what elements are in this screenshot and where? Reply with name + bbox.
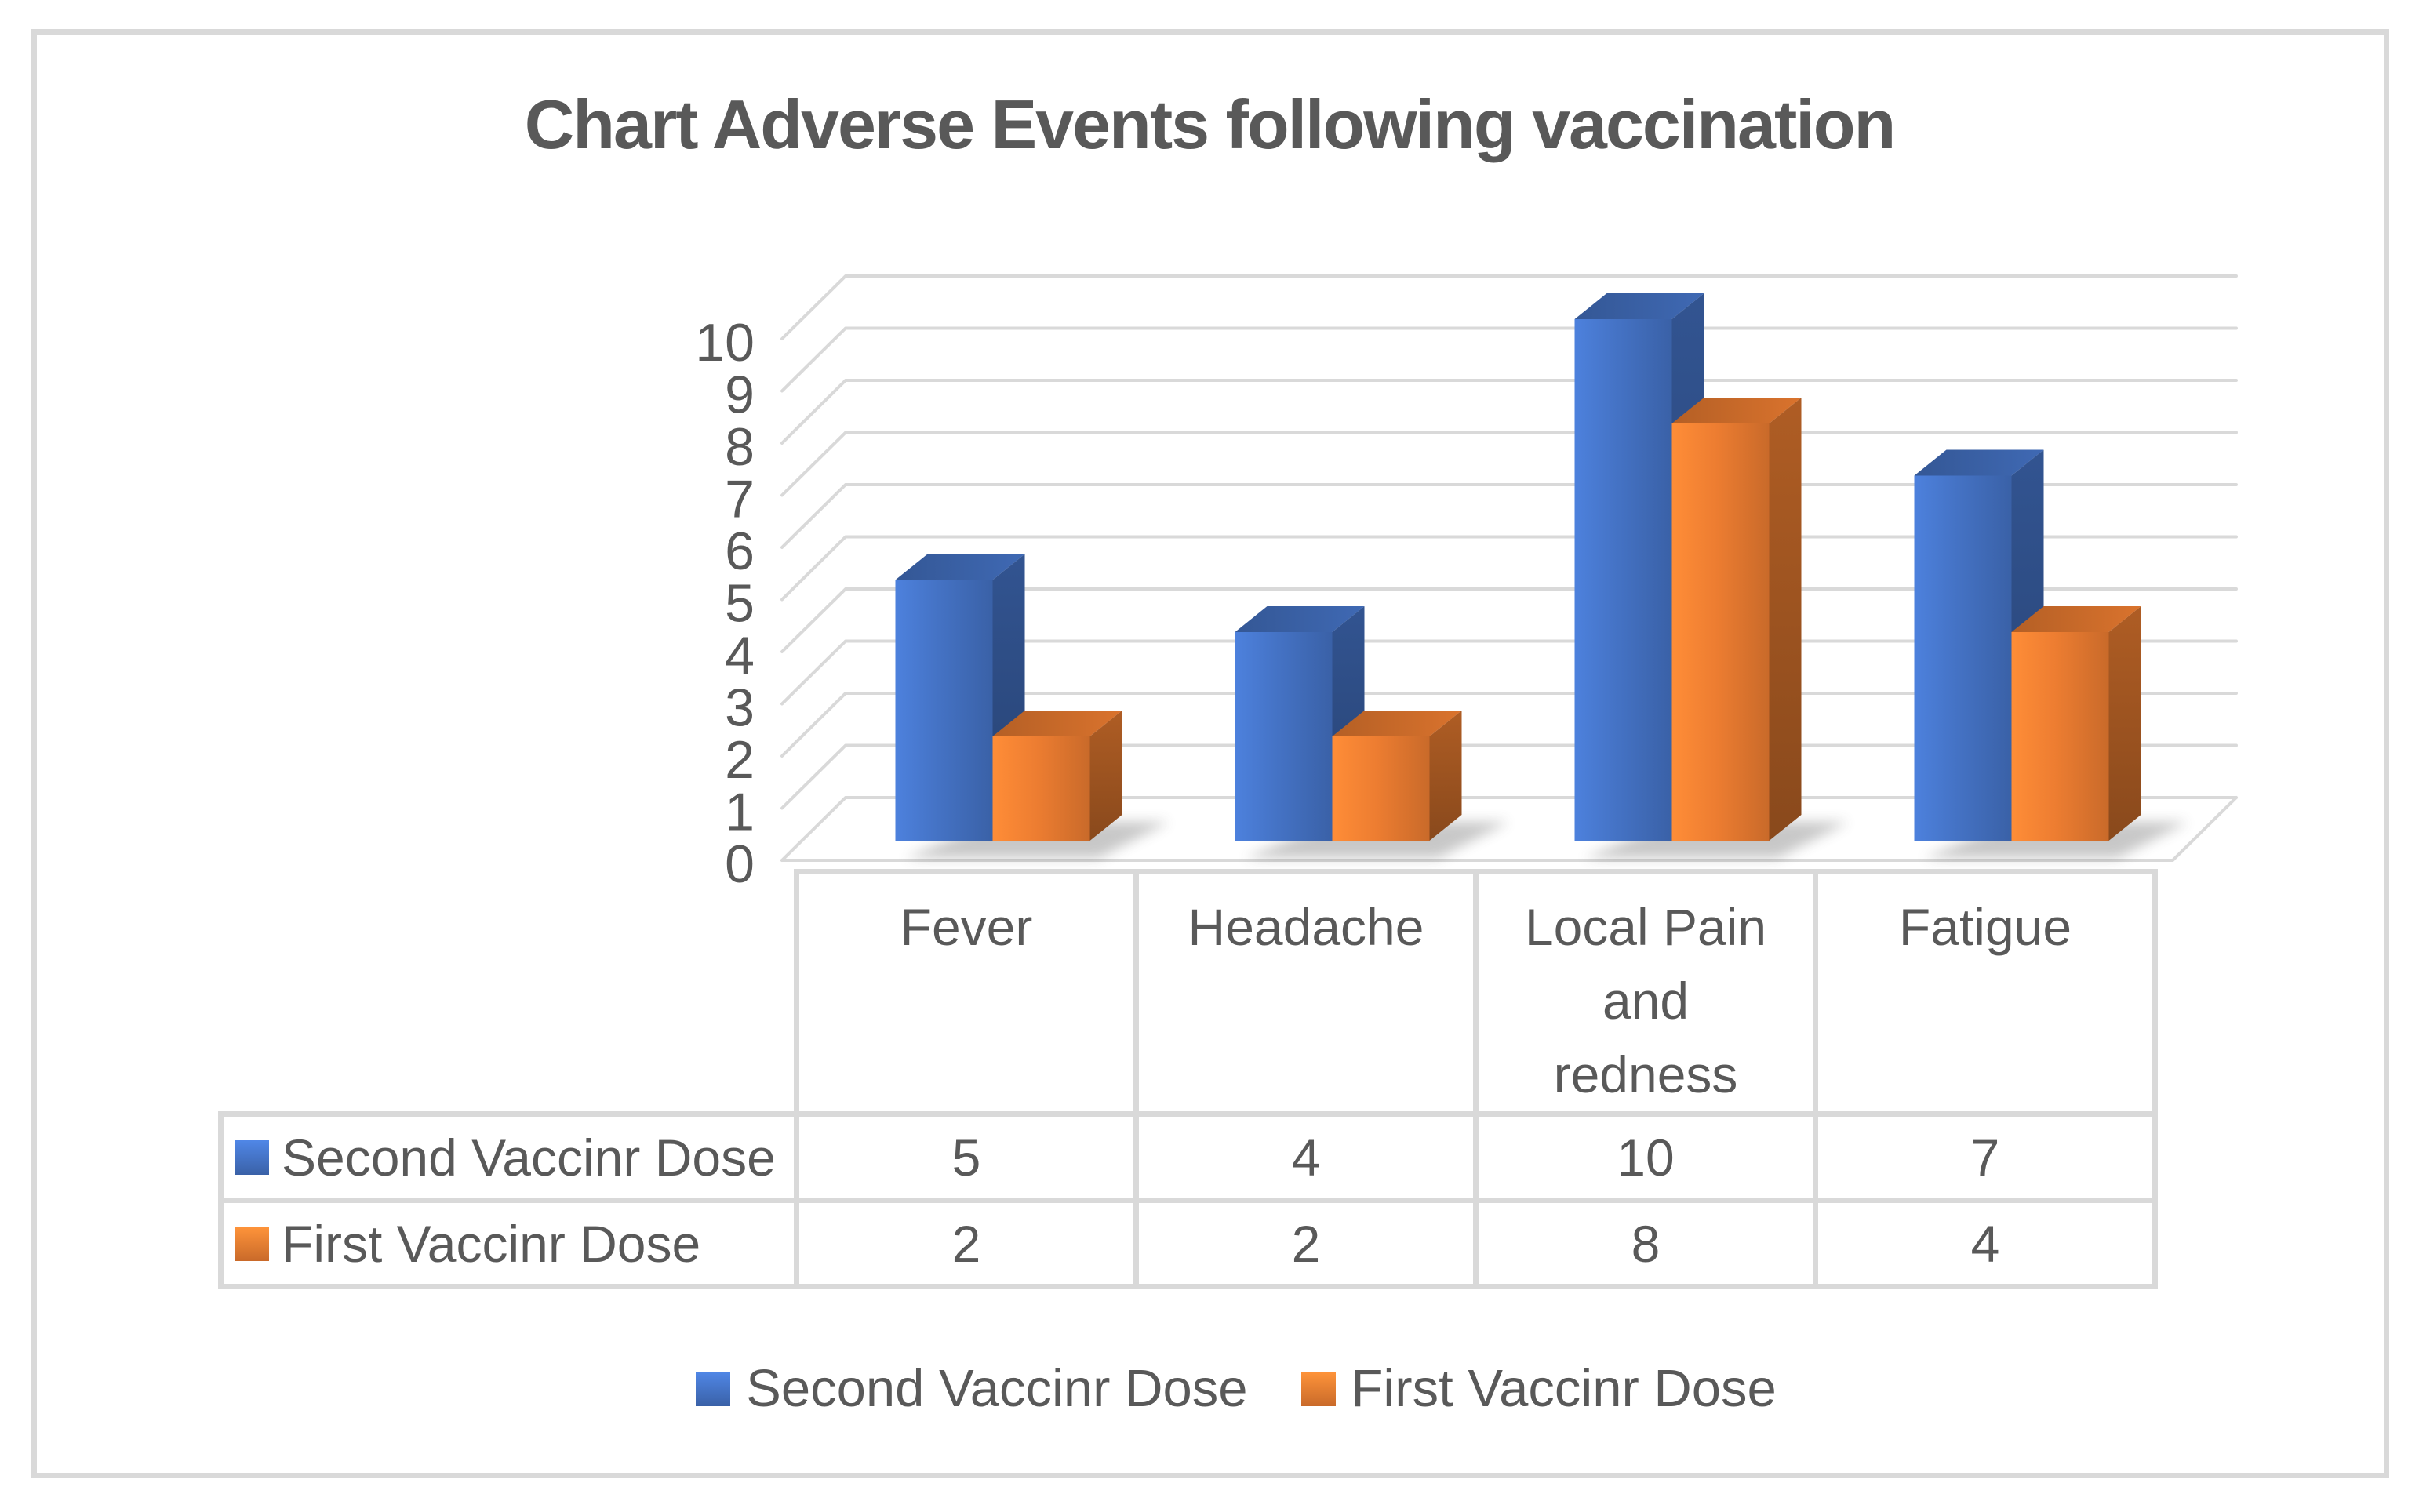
series-name-label: Second Vaccinr Dose bbox=[282, 1128, 776, 1187]
value-cell: 4 bbox=[1133, 1111, 1479, 1203]
bar-series0-cat1 bbox=[1235, 606, 1365, 841]
y-axis-tick-label: 8 bbox=[725, 417, 755, 477]
y-axis-tick-label: 7 bbox=[725, 470, 755, 529]
table-corner-cell bbox=[220, 871, 799, 1117]
legend-item-second-vaccinr-dose: Second Vaccinr Dose bbox=[696, 1358, 1248, 1419]
legend-swatch-orange bbox=[1300, 1371, 1336, 1406]
series-swatch-orange bbox=[235, 1226, 269, 1261]
bar-series1-cat2 bbox=[1671, 398, 1802, 841]
series-row-second-vaccinr-dose: Second Vaccinr Dose 5 4 10 7 bbox=[218, 1111, 2158, 1203]
category-header-fever: Fever bbox=[794, 869, 1139, 1117]
value-cell: 4 bbox=[1813, 1198, 2158, 1289]
series-label-cell: First Vaccinr Dose bbox=[218, 1198, 799, 1289]
series-swatch-blue bbox=[235, 1139, 269, 1175]
y-axis-tick-label: 2 bbox=[725, 730, 755, 790]
y-axis-tick-label: 9 bbox=[725, 365, 755, 425]
legend-item-first-vaccinr-dose: First Vaccinr Dose bbox=[1300, 1358, 1777, 1419]
data-table: Fever Headache Local Pain and redness Fa… bbox=[218, 869, 2158, 1289]
value-cell: 2 bbox=[794, 1198, 1139, 1289]
category-header-row: Fever Headache Local Pain and redness Fa… bbox=[220, 869, 2158, 1117]
bar-series1-cat1 bbox=[1332, 711, 1462, 841]
legend-swatch-blue bbox=[696, 1371, 731, 1406]
plot-floor-edge bbox=[780, 796, 2238, 862]
value-cell: 5 bbox=[794, 1111, 1139, 1203]
value-cell: 10 bbox=[1473, 1111, 1818, 1203]
series-name-label: First Vaccinr Dose bbox=[282, 1214, 701, 1273]
value-cell: 2 bbox=[1133, 1198, 1479, 1289]
y-axis-tick-label: 10 bbox=[695, 313, 755, 373]
category-header-fatigue: Fatigue bbox=[1813, 869, 2158, 1117]
category-header-headache: Headache bbox=[1133, 869, 1479, 1117]
bar-series1-cat3 bbox=[2011, 606, 2141, 841]
bar-series1-cat0 bbox=[992, 711, 1122, 841]
y-axis-tick-label: 4 bbox=[725, 626, 755, 685]
y-axis-tick-label: 5 bbox=[725, 574, 755, 634]
value-cell: 8 bbox=[1473, 1198, 1818, 1289]
legend-label: First Vaccinr Dose bbox=[1351, 1359, 1777, 1418]
value-cell: 7 bbox=[1813, 1111, 2158, 1203]
y-axis-tick-label: 3 bbox=[725, 678, 755, 738]
series-row-first-vaccinr-dose: First Vaccinr Dose 2 2 8 4 bbox=[218, 1198, 2158, 1289]
legend: Second Vaccinr Dose First Vaccinr Dose bbox=[27, 1358, 2419, 1419]
series-label-cell: Second Vaccinr Dose bbox=[218, 1111, 799, 1203]
chart-title: Chart Adverse Events following vaccinati… bbox=[524, 85, 1897, 163]
legend-label: Second Vaccinr Dose bbox=[746, 1359, 1248, 1418]
category-header-local-pain-and-redness: Local Pain and redness bbox=[1473, 869, 1818, 1117]
y-axis-tick-label: 1 bbox=[725, 783, 755, 842]
y-axis-tick-label: 6 bbox=[725, 522, 755, 581]
